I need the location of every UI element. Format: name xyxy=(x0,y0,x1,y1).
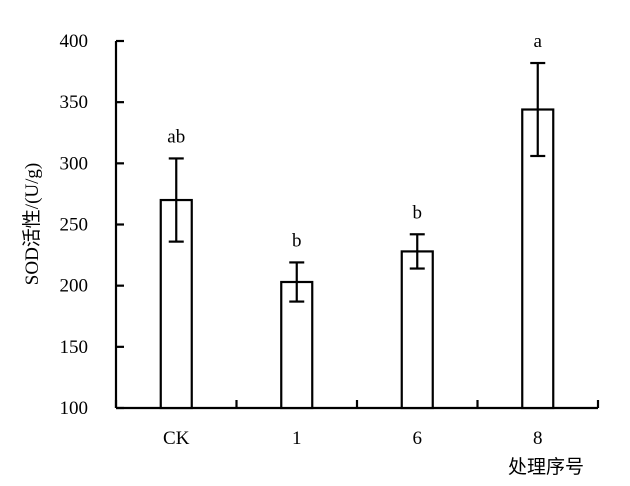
bar-8 xyxy=(521,108,555,410)
error-bar-ck xyxy=(168,157,184,243)
significance-label: ab xyxy=(167,126,185,147)
significance-label: b xyxy=(413,202,423,223)
y-tick-label: 200 xyxy=(60,276,89,297)
error-bar-8 xyxy=(530,61,546,158)
significance-label: a xyxy=(534,31,543,52)
significance-labels: ab b b a xyxy=(167,31,542,251)
x-axis-label: 处理序号 xyxy=(508,456,584,478)
y-tick-label: 150 xyxy=(60,337,89,358)
y-ticks: 100 150 200 250 300 350 400 xyxy=(60,31,124,419)
y-axis-label: SOD活性/(U/g) xyxy=(21,163,43,285)
x-ticks: CK 1 6 8 xyxy=(114,400,600,449)
error-bar-1 xyxy=(289,261,305,303)
x-tick-label: 6 xyxy=(413,428,423,449)
x-tick-label: 1 xyxy=(292,428,302,449)
error-bar-6 xyxy=(409,233,425,270)
x-tick-label: CK xyxy=(163,428,190,449)
x-tick-label: 8 xyxy=(533,428,543,449)
bars xyxy=(159,108,555,410)
significance-label: b xyxy=(292,230,302,251)
bar-6 xyxy=(400,250,434,410)
y-tick-label: 400 xyxy=(60,31,89,52)
y-tick-label: 250 xyxy=(60,215,89,236)
error-bars xyxy=(168,61,546,303)
y-tick-label: 350 xyxy=(60,92,89,113)
y-tick-label: 300 xyxy=(60,153,89,174)
y-tick-label: 100 xyxy=(60,398,89,419)
